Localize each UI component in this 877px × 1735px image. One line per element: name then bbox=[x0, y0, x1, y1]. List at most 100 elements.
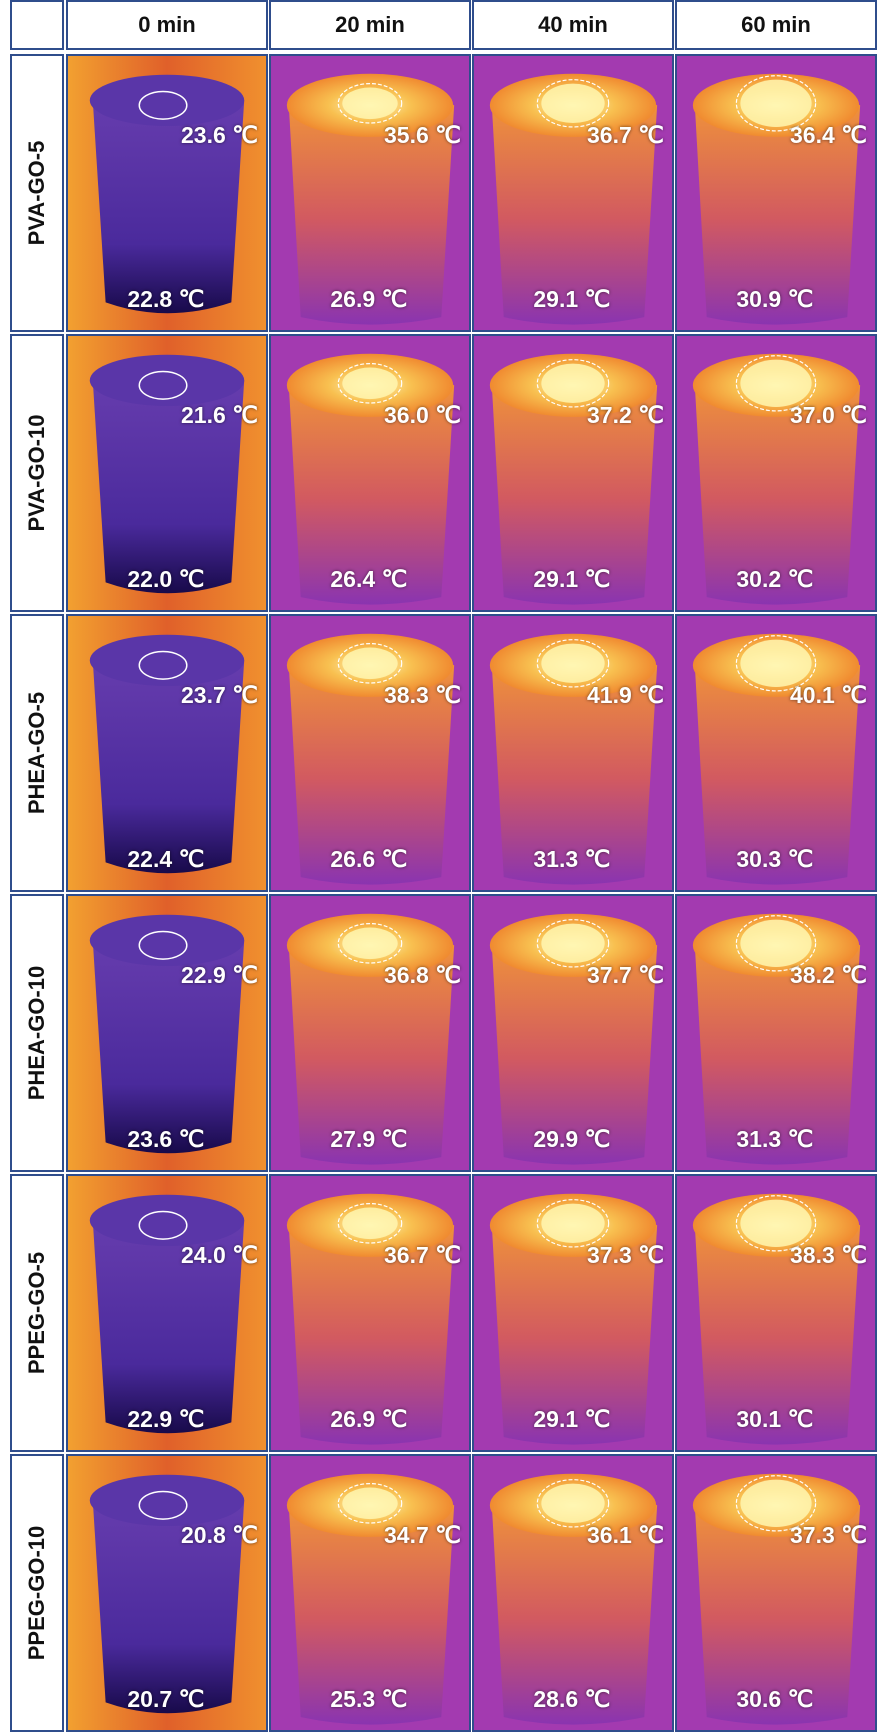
bottom-temperature: 23.6 ℃ bbox=[127, 1126, 205, 1153]
top-temperature: 37.3 ℃ bbox=[587, 1241, 664, 1268]
thermal-image bbox=[271, 1456, 469, 1730]
row-label: PVA-GO-10 bbox=[24, 414, 49, 532]
image-cell: 38.3 ℃ 30.1 ℃ bbox=[675, 1174, 877, 1452]
top-temperature: 36.7 ℃ bbox=[587, 121, 664, 148]
column-header: 60 min bbox=[675, 0, 877, 50]
top-temperature: 37.7 ℃ bbox=[587, 961, 664, 988]
top-temperature: 36.4 ℃ bbox=[790, 121, 867, 148]
top-temperature: 22.9 ℃ bbox=[181, 961, 258, 988]
bottom-temperature: 22.4 ℃ bbox=[127, 846, 205, 873]
bottom-temperature: 28.6 ℃ bbox=[533, 1686, 611, 1713]
row-label-cell: PHEA-GO-10 bbox=[10, 894, 64, 1172]
image-cell: 36.1 ℃ 28.6 ℃ bbox=[472, 1454, 674, 1732]
thermal-image bbox=[68, 336, 266, 610]
thermal-image bbox=[474, 1456, 672, 1730]
thermal-image bbox=[474, 56, 672, 330]
top-temperature: 37.2 ℃ bbox=[587, 401, 664, 428]
thermal-image bbox=[474, 336, 672, 610]
image-cell: 38.2 ℃ 31.3 ℃ bbox=[675, 894, 877, 1172]
top-temperature: 41.9 ℃ bbox=[587, 681, 664, 708]
top-temperature: 36.7 ℃ bbox=[384, 1241, 461, 1268]
top-temperature: 38.2 ℃ bbox=[790, 961, 867, 988]
thermal-image bbox=[677, 56, 875, 330]
image-cell: 20.8 ℃ 20.7 ℃ bbox=[66, 1454, 268, 1732]
bottom-temperature: 22.9 ℃ bbox=[127, 1406, 205, 1433]
bottom-temperature: 27.9 ℃ bbox=[330, 1126, 408, 1153]
row-label-cell: PPEG-GO-5 bbox=[10, 1174, 64, 1452]
image-cell: 21.6 ℃ 22.0 ℃ bbox=[66, 334, 268, 612]
bottom-temperature: 31.3 ℃ bbox=[736, 1126, 814, 1153]
image-cell: 37.2 ℃ 29.1 ℃ bbox=[472, 334, 674, 612]
bottom-temperature: 29.1 ℃ bbox=[533, 566, 611, 593]
thermal-image bbox=[271, 616, 469, 890]
bottom-temperature: 30.9 ℃ bbox=[736, 286, 814, 313]
image-cell: 36.7 ℃ 26.9 ℃ bbox=[269, 1174, 471, 1452]
top-temperature: 37.3 ℃ bbox=[790, 1521, 867, 1548]
bottom-temperature: 31.3 ℃ bbox=[533, 846, 611, 873]
image-cell: 35.6 ℃ 26.9 ℃ bbox=[269, 54, 471, 332]
top-temperature: 24.0 ℃ bbox=[181, 1241, 258, 1268]
image-cell: 40.1 ℃ 30.3 ℃ bbox=[675, 614, 877, 892]
row-label: PHEA-GO-5 bbox=[24, 691, 49, 815]
bottom-temperature: 26.9 ℃ bbox=[330, 1406, 408, 1433]
row-label: PPEG-GO-5 bbox=[24, 1251, 49, 1375]
image-cell: 24.0 ℃ 22.9 ℃ bbox=[66, 1174, 268, 1452]
column-header: 20 min bbox=[269, 0, 471, 50]
thermal-image bbox=[271, 56, 469, 330]
corner-cell bbox=[10, 0, 64, 50]
thermal-image bbox=[677, 896, 875, 1170]
row-label-cell: PHEA-GO-5 bbox=[10, 614, 64, 892]
thermal-image bbox=[68, 1456, 266, 1730]
thermal-image bbox=[271, 896, 469, 1170]
thermal-image bbox=[677, 1176, 875, 1450]
image-cell: 36.8 ℃ 27.9 ℃ bbox=[269, 894, 471, 1172]
bottom-temperature: 22.8 ℃ bbox=[127, 286, 205, 313]
bottom-temperature: 26.9 ℃ bbox=[330, 286, 408, 313]
thermal-image bbox=[677, 1456, 875, 1730]
top-temperature: 23.6 ℃ bbox=[181, 121, 258, 148]
bottom-temperature: 29.1 ℃ bbox=[533, 286, 611, 313]
image-cell: 37.3 ℃ 29.1 ℃ bbox=[472, 1174, 674, 1452]
row-label-cell: PVA-GO-10 bbox=[10, 334, 64, 612]
bottom-temperature: 25.3 ℃ bbox=[330, 1686, 408, 1713]
top-temperature: 36.1 ℃ bbox=[587, 1521, 664, 1548]
bottom-temperature: 26.6 ℃ bbox=[330, 846, 408, 873]
column-header: 0 min bbox=[66, 0, 268, 50]
image-cell: 36.0 ℃ 26.4 ℃ bbox=[269, 334, 471, 612]
top-temperature: 34.7 ℃ bbox=[384, 1521, 461, 1548]
thermal-image bbox=[271, 336, 469, 610]
row-label-cell: PPEG-GO-10 bbox=[10, 1454, 64, 1732]
top-temperature: 23.7 ℃ bbox=[181, 681, 258, 708]
bottom-temperature: 30.1 ℃ bbox=[736, 1406, 814, 1433]
row-label: PVA-GO-5 bbox=[24, 140, 49, 246]
image-cell: 23.7 ℃ 22.4 ℃ bbox=[66, 614, 268, 892]
image-cell: 37.7 ℃ 29.9 ℃ bbox=[472, 894, 674, 1172]
thermal-image bbox=[68, 1176, 266, 1450]
bottom-temperature: 30.6 ℃ bbox=[736, 1686, 814, 1713]
image-cell: 22.9 ℃ 23.6 ℃ bbox=[66, 894, 268, 1172]
row-label-cell: PVA-GO-5 bbox=[10, 54, 64, 332]
column-header: 40 min bbox=[472, 0, 674, 50]
thermal-image bbox=[474, 1176, 672, 1450]
top-temperature: 21.6 ℃ bbox=[181, 401, 258, 428]
thermal-image bbox=[677, 336, 875, 610]
thermal-image bbox=[474, 896, 672, 1170]
thermal-image bbox=[68, 56, 266, 330]
bottom-temperature: 30.3 ℃ bbox=[736, 846, 814, 873]
image-cell: 37.3 ℃ 30.6 ℃ bbox=[675, 1454, 877, 1732]
top-temperature: 35.6 ℃ bbox=[384, 121, 461, 148]
top-temperature: 36.0 ℃ bbox=[384, 401, 461, 428]
thermal-image bbox=[677, 616, 875, 890]
image-cell: 34.7 ℃ 25.3 ℃ bbox=[269, 1454, 471, 1732]
bottom-temperature: 26.4 ℃ bbox=[330, 566, 408, 593]
thermal-image bbox=[474, 616, 672, 890]
row-label: PHEA-GO-10 bbox=[24, 965, 49, 1101]
top-temperature: 20.8 ℃ bbox=[181, 1521, 258, 1548]
image-cell: 38.3 ℃ 26.6 ℃ bbox=[269, 614, 471, 892]
top-temperature: 38.3 ℃ bbox=[790, 1241, 867, 1268]
bottom-temperature: 29.9 ℃ bbox=[533, 1126, 611, 1153]
image-cell: 41.9 ℃ 31.3 ℃ bbox=[472, 614, 674, 892]
bottom-temperature: 29.1 ℃ bbox=[533, 1406, 611, 1433]
image-cell: 23.6 ℃ 22.8 ℃ bbox=[66, 54, 268, 332]
bottom-temperature: 22.0 ℃ bbox=[127, 566, 205, 593]
